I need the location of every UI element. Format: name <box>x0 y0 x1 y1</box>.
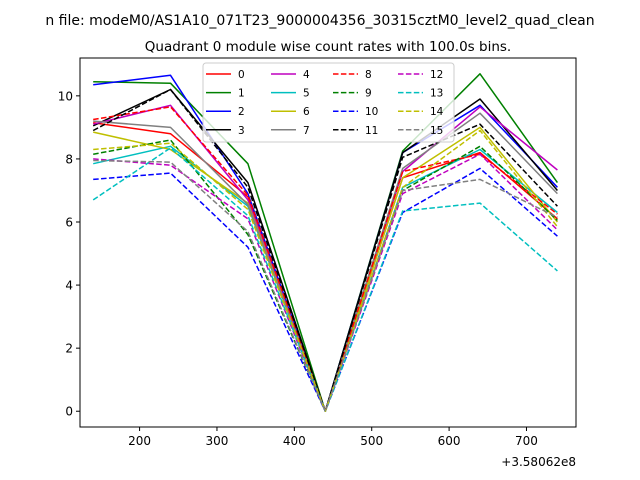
legend-label-5: 5 <box>303 88 310 100</box>
axes-frame <box>79 57 577 428</box>
legend-label-2: 2 <box>238 106 245 118</box>
legend-label-6: 6 <box>303 106 310 118</box>
y-tick-label: 2 <box>65 342 73 356</box>
legend-label-13: 13 <box>430 88 443 100</box>
series-line-11 <box>92 88 558 412</box>
series-line-15 <box>93 159 558 412</box>
legend-box <box>202 62 455 143</box>
legend-label-12: 12 <box>430 69 443 81</box>
legend-label-4: 4 <box>303 69 310 81</box>
y-tick-label: 0 <box>65 405 73 419</box>
legend-label-11: 11 <box>365 125 378 137</box>
y-tick-label: 10 <box>58 89 73 103</box>
legend-label-15: 15 <box>430 125 443 137</box>
legend-label-7: 7 <box>303 125 310 137</box>
x-offset-label: +3.58062e8 <box>501 455 576 469</box>
series-line-12 <box>93 153 558 412</box>
chart-title: Quadrant 0 module wise count rates with … <box>145 39 511 55</box>
series-line-10 <box>93 167 558 412</box>
legend-label-1: 1 <box>238 88 245 100</box>
x-tick-label: 400 <box>283 434 306 448</box>
x-axis: 200 300 400 500 600 700 <box>128 427 538 448</box>
series-line-4 <box>93 104 558 412</box>
y-tick-label: 4 <box>65 279 73 293</box>
legend-label-10: 10 <box>365 106 378 118</box>
series-line-9 <box>93 139 558 412</box>
x-tick-label: 300 <box>206 434 229 448</box>
plot-area <box>92 73 559 412</box>
series-line-5 <box>93 145 558 412</box>
series-line-13 <box>92 147 558 412</box>
legend-label-8: 8 <box>365 69 372 81</box>
y-axis: 0 2 4 6 8 10 <box>58 89 80 419</box>
x-tick-label: 700 <box>515 434 538 448</box>
x-tick-label: 200 <box>128 434 151 448</box>
legend-label-9: 9 <box>365 88 372 100</box>
series-line-7 <box>93 112 558 412</box>
series-line-6 <box>93 126 558 412</box>
legend-label-0: 0 <box>238 69 245 81</box>
series-line-14 <box>93 129 558 412</box>
series-line-0 <box>93 121 558 412</box>
legend-label-3: 3 <box>238 125 245 137</box>
legend-label-14: 14 <box>430 106 444 118</box>
y-tick-label: 8 <box>65 152 73 166</box>
y-tick-label: 6 <box>65 216 73 230</box>
figure-suptitle: n file: modeM0/AS1A10_071T23_9000004356_… <box>45 13 594 29</box>
x-tick-label: 500 <box>360 434 383 448</box>
x-tick-label: 600 <box>438 434 461 448</box>
